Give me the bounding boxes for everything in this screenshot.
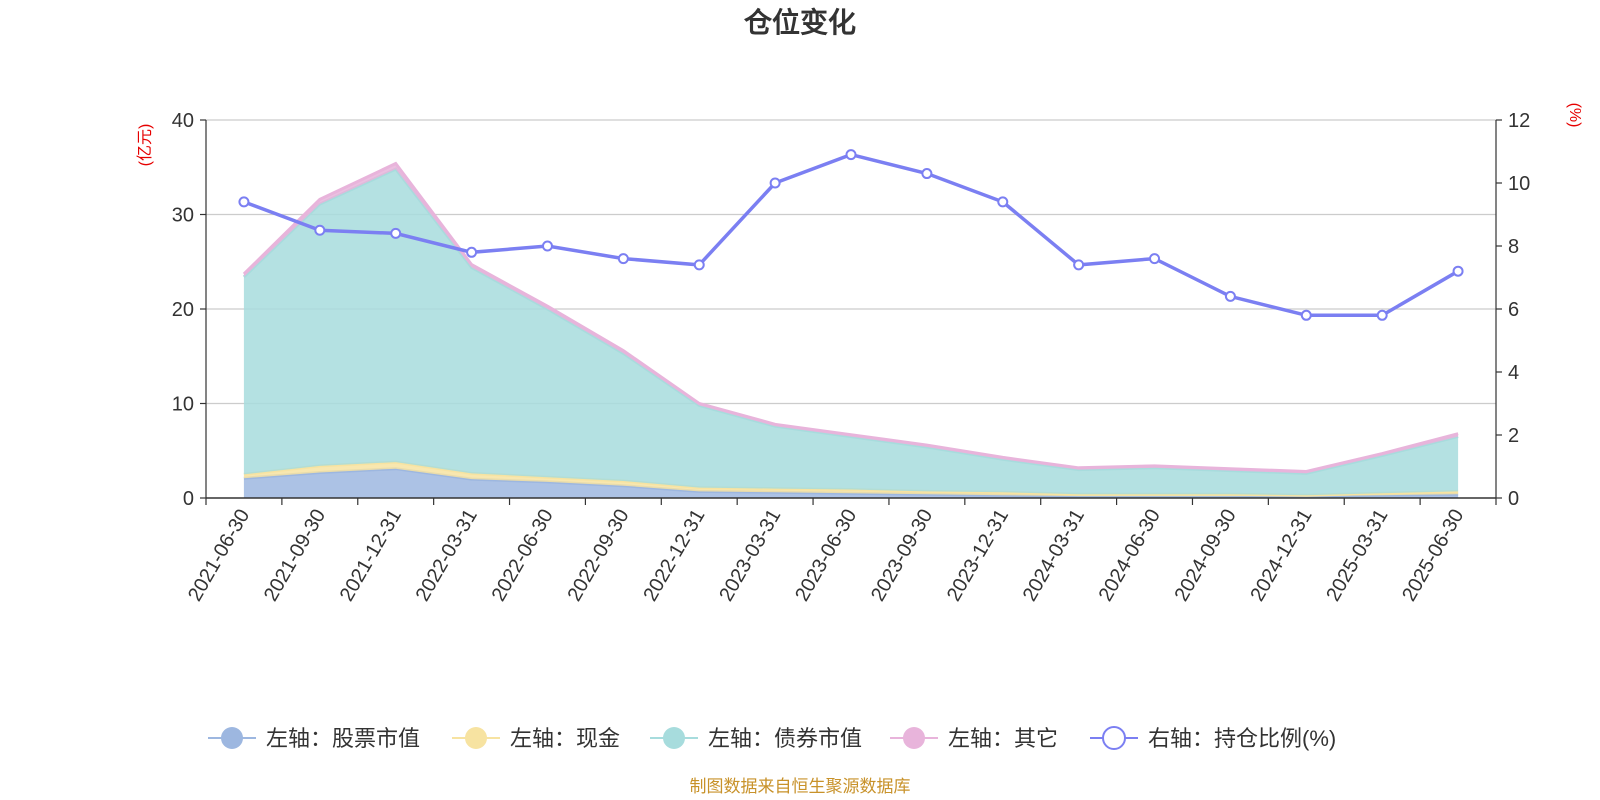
right-axis-tick-label: 12 xyxy=(1508,110,1530,132)
ratio-point xyxy=(1149,253,1161,265)
x-axis-tick-label: 2024-09-30 xyxy=(1171,506,1241,606)
x-axis-tick-label: 2025-06-30 xyxy=(1398,506,1468,606)
ratio-point xyxy=(1452,265,1464,277)
right-axis-tick-label: 8 xyxy=(1508,236,1519,258)
ratio-point xyxy=(541,240,553,252)
x-axis-tick-label: 2021-06-30 xyxy=(184,506,254,606)
x-axis-tick-label: 2022-09-30 xyxy=(563,506,633,606)
legend: 左轴：股票市值 左轴：现金 左轴：债券市值 左轴：其它 右轴：持仓比例(%) xyxy=(208,726,1336,751)
x-axis-tick-label: 2021-12-31 xyxy=(336,506,406,606)
x-axis-tick-label: 2022-12-31 xyxy=(639,506,709,606)
x-axis-tick-label: 2022-03-31 xyxy=(412,506,482,606)
ratio-point xyxy=(238,196,250,208)
source-note: 制图数据来自恒生聚源数据库 xyxy=(690,777,911,796)
legend-label: 左轴：现金 xyxy=(510,726,620,751)
area-series-2 xyxy=(243,169,1459,496)
left-axis-tick-label: 40 xyxy=(172,110,194,132)
left-axis-unit: (亿元) xyxy=(136,124,154,167)
legend-marker xyxy=(221,727,243,749)
ratio-point xyxy=(390,227,402,239)
legend-label: 左轴：其它 xyxy=(948,726,1058,751)
stacked-areas xyxy=(242,161,1459,498)
x-axis-tick-label: 2024-06-30 xyxy=(1095,506,1165,606)
ratio-point xyxy=(845,149,857,161)
right-axis-tick-label: 6 xyxy=(1508,299,1519,321)
x-axis-tick-label: 2023-06-30 xyxy=(791,506,861,606)
legend-label: 左轴：债券市值 xyxy=(708,726,862,751)
x-axis-tick-label: 2023-12-31 xyxy=(943,505,1013,605)
legend-label: 左轴：股票市值 xyxy=(266,726,420,751)
x-axis-tick-label: 2022-06-30 xyxy=(488,506,558,606)
ratio-point xyxy=(921,168,933,180)
legend-marker xyxy=(663,727,685,749)
right-axis-tick-label: 10 xyxy=(1508,173,1530,195)
legend-marker xyxy=(903,727,925,749)
right-axis-tick-label: 0 xyxy=(1508,488,1519,510)
ratio-point xyxy=(314,224,326,236)
ratio-point xyxy=(769,177,781,189)
area-series-edge-3 xyxy=(242,161,1459,474)
x-axis-tick-label: 2023-03-31 xyxy=(715,506,785,606)
legend-label: 右轴：持仓比例(%) xyxy=(1148,726,1336,751)
ratio-point xyxy=(1073,259,1085,271)
left-axis-tick-label: 20 xyxy=(172,299,194,321)
right-axis-tick-label: 4 xyxy=(1508,362,1519,384)
ratio-point xyxy=(693,259,705,271)
left-axis-tick-label: 30 xyxy=(172,205,194,227)
position-ratio-series xyxy=(238,149,1464,321)
legend-marker xyxy=(465,727,487,749)
ratio-point xyxy=(1224,290,1236,302)
left-axis-tick-label: 10 xyxy=(172,394,194,416)
ratio-point xyxy=(1376,309,1388,321)
ratio-point xyxy=(1300,309,1312,321)
legend-marker xyxy=(1102,726,1126,750)
ratio-point xyxy=(997,196,1009,208)
ratio-point xyxy=(466,246,478,258)
chart-title: 仓位变化 xyxy=(744,6,856,38)
left-axis-tick-label: 0 xyxy=(183,488,194,510)
x-axis-tick-label: 2024-03-31 xyxy=(1019,506,1089,606)
area-series-0 xyxy=(243,468,1459,498)
right-axis-unit: (%) xyxy=(1566,103,1583,128)
x-axis-tick-label: 2024-12-31 xyxy=(1246,506,1316,606)
x-axis-tick-label: 2021-09-30 xyxy=(260,506,330,606)
x-axis-tick-label: 2025-03-31 xyxy=(1322,506,1392,606)
ratio-point xyxy=(617,253,629,265)
x-axis-tick-label: 2023-09-30 xyxy=(867,506,937,606)
right-axis-tick-label: 2 xyxy=(1508,425,1519,447)
area-series-1 xyxy=(243,462,1459,497)
